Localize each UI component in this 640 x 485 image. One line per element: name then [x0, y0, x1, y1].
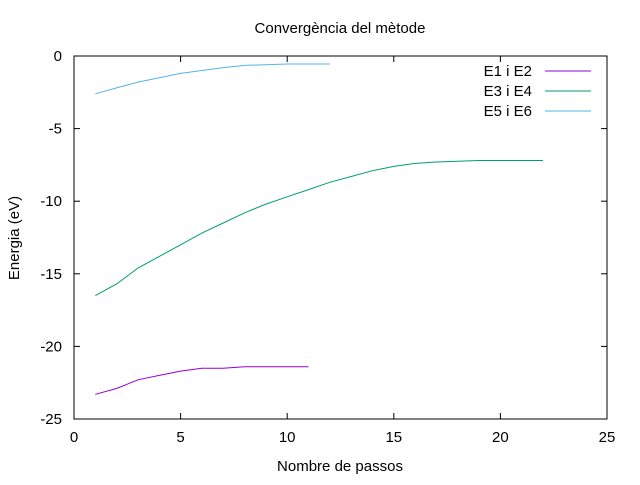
x-tick-label: 20: [492, 429, 509, 446]
legend-label: E3 i E4: [484, 83, 532, 100]
legend: E1 i E2 E3 i E4 E5 i E6: [484, 63, 591, 120]
x-tick-label: 5: [176, 429, 184, 446]
series-line-1: [95, 366, 309, 395]
y-tick-label: -10: [40, 193, 62, 210]
legend-label: E1 i E2: [484, 63, 532, 80]
y-tick-label: -15: [40, 266, 62, 283]
x-tick-label: 15: [385, 429, 402, 446]
y-tick-label: 0: [54, 48, 62, 65]
plot-frame: [73, 55, 608, 420]
y-tick-label: -25: [40, 411, 62, 428]
axis-ticks: 0 5 10 15 20 25 0 -5 -10 -15 -20 -25: [40, 48, 615, 446]
y-tick-label: -5: [49, 121, 62, 138]
y-axis-label: Energia (eV): [6, 196, 23, 280]
series-line-3: [95, 63, 330, 95]
series-lines: [95, 63, 543, 395]
x-tick-label: 0: [70, 429, 78, 446]
y-tick-label: -20: [40, 338, 62, 355]
chart-title: Convergència del mètode: [255, 20, 426, 37]
x-tick-label: 10: [279, 429, 296, 446]
x-tick-label: 25: [599, 429, 616, 446]
legend-label: E5 i E6: [484, 103, 532, 120]
x-axis-label: Nombre de passos: [277, 458, 403, 475]
series-line-2: [95, 160, 543, 297]
